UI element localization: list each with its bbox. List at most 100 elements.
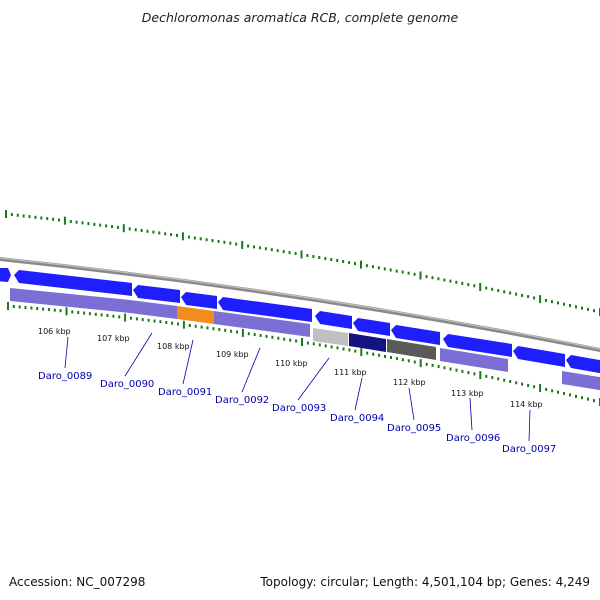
minor-tick: [77, 311, 80, 314]
major-tick: [479, 283, 482, 291]
feature-block[interactable]: [177, 306, 214, 324]
major-tick: [360, 260, 362, 269]
cds-arrow[interactable]: [133, 285, 180, 303]
minor-tick: [236, 330, 238, 334]
minor-tick: [395, 269, 398, 273]
feature-block[interactable]: [313, 328, 348, 346]
minor-tick: [282, 250, 285, 254]
cds-arrow[interactable]: [315, 311, 352, 329]
inner-tick-ring: [7, 302, 600, 406]
cds-arrow[interactable]: [391, 325, 440, 345]
feature-block[interactable]: [214, 311, 310, 337]
minor-tick: [16, 213, 19, 217]
cds-arrow[interactable]: [14, 270, 132, 296]
minor-tick: [289, 338, 292, 342]
minor-tick: [116, 225, 119, 229]
cds-arrow[interactable]: [218, 297, 312, 322]
minor-tick: [106, 314, 109, 317]
minor-tick: [111, 225, 113, 229]
major-tick: [301, 338, 303, 346]
minor-tick: [253, 333, 256, 337]
major-tick: [539, 384, 542, 393]
minor-tick: [12, 305, 15, 308]
minor-tick: [230, 329, 233, 333]
feature-block[interactable]: [387, 339, 436, 360]
gene-connector: [354, 377, 363, 411]
minor-tick: [83, 311, 86, 315]
gene-label[interactable]: Daro_0095: [387, 423, 441, 434]
cds-arrow[interactable]: [181, 292, 217, 309]
gene-label[interactable]: Daro_0091: [158, 387, 212, 398]
minor-tick: [171, 321, 174, 325]
major-tick: [539, 295, 542, 304]
minor-tick: [158, 231, 161, 235]
minor-tick: [200, 325, 203, 329]
minor-tick: [247, 244, 250, 248]
kbp-label: 114 kbp: [510, 400, 543, 409]
gene-label[interactable]: Daro_0094: [330, 413, 384, 424]
minor-tick: [24, 306, 27, 309]
minor-tick: [176, 233, 178, 237]
feature-block[interactable]: [562, 371, 600, 391]
kbp-label: 112 kbp: [393, 378, 426, 387]
minor-tick: [575, 394, 577, 398]
minor-tick: [141, 318, 144, 322]
cds-arrow[interactable]: [513, 346, 565, 367]
feature-block[interactable]: [349, 333, 386, 352]
gene-connector: [469, 397, 473, 431]
minor-tick: [259, 334, 262, 337]
minor-tick: [569, 393, 571, 397]
minor-tick: [467, 283, 470, 287]
minor-tick: [569, 304, 571, 307]
minor-tick: [247, 332, 250, 336]
minor-tick: [87, 222, 90, 226]
major-tick: [122, 224, 125, 233]
minor-tick: [258, 246, 261, 250]
minor-tick: [587, 307, 589, 311]
minor-tick: [22, 214, 25, 218]
minor-tick: [354, 262, 356, 266]
cds-arrow[interactable]: [353, 318, 390, 336]
gene-label[interactable]: Daro_0096: [446, 433, 500, 444]
minor-tick: [330, 258, 333, 261]
minor-tick: [401, 358, 404, 362]
cds-arrow[interactable]: [566, 355, 600, 374]
minor-tick: [473, 284, 476, 288]
feature-block[interactable]: [10, 288, 130, 313]
minor-tick: [30, 306, 33, 310]
minor-tick: [527, 383, 530, 387]
minor-tick: [515, 381, 518, 385]
gene-label[interactable]: Daro_0093: [272, 403, 326, 414]
gene-connector: [241, 347, 261, 393]
kbp-label: 110 kbp: [275, 359, 308, 368]
minor-tick: [491, 287, 494, 291]
minor-tick: [545, 387, 548, 391]
outer-tick-ring: [5, 210, 600, 316]
minor-tick: [235, 242, 238, 246]
gene-label[interactable]: Daro_0092: [215, 395, 269, 406]
minor-tick: [551, 300, 553, 304]
gene-label[interactable]: Daro_0089: [38, 371, 92, 382]
minor-tick: [312, 342, 315, 346]
minor-tick: [283, 337, 286, 341]
cds-arrow[interactable]: [443, 334, 512, 357]
minor-tick: [455, 280, 458, 284]
minor-tick: [431, 363, 434, 367]
minor-tick: [354, 349, 357, 353]
minor-tick: [212, 327, 215, 331]
kbp-label: 108 kbp: [157, 342, 190, 351]
minor-tick: [10, 213, 13, 217]
minor-tick: [431, 276, 434, 280]
minor-tick: [100, 313, 103, 317]
minor-tick: [545, 298, 547, 302]
feature-block[interactable]: [130, 300, 177, 319]
gene-label[interactable]: Daro_0090: [100, 379, 154, 390]
minor-tick: [152, 230, 155, 234]
minor-tick: [384, 354, 386, 358]
minor-tick: [93, 222, 96, 226]
kbp-label: 107 kbp: [97, 334, 130, 343]
cds-arrow[interactable]: [0, 268, 11, 282]
gene-label[interactable]: Daro_0097: [502, 444, 556, 455]
feature-block[interactable]: [440, 348, 508, 372]
minor-tick: [187, 235, 190, 239]
